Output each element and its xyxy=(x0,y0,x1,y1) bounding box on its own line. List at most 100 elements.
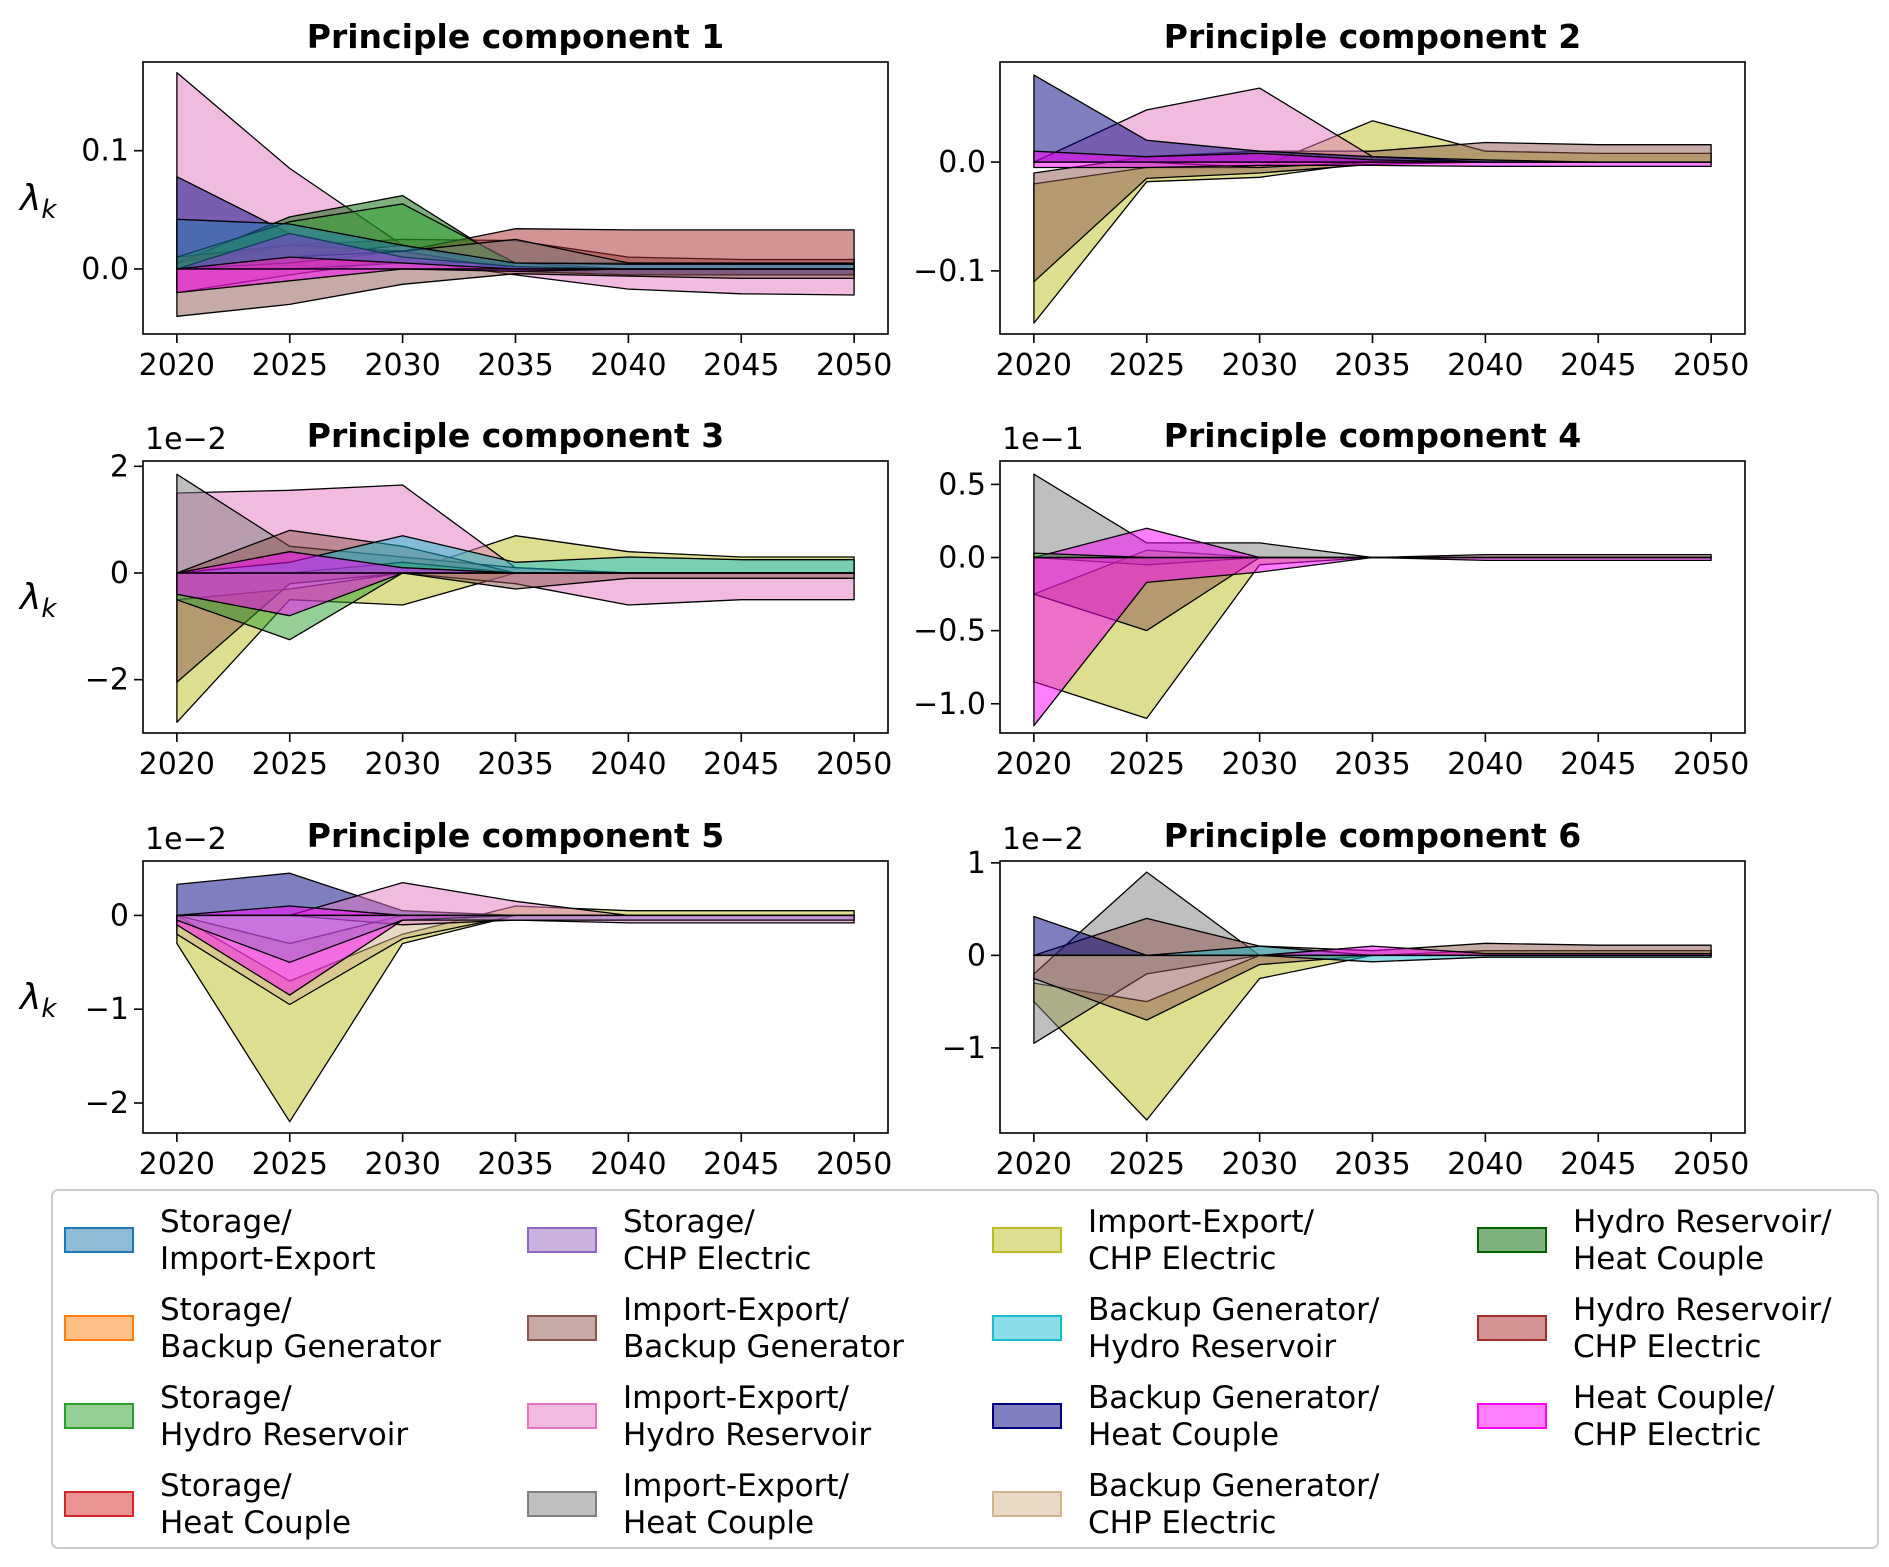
legend-label-line2: Heat Couple xyxy=(160,1505,351,1541)
x-tick-label: 2020 xyxy=(139,1147,215,1182)
x-tick-label: 2050 xyxy=(816,747,892,782)
legend-label-line2: Import-Export xyxy=(160,1241,376,1277)
panel-3: Principle component 3 1e−2 λk 2020 2025 2030 2… xyxy=(18,416,892,782)
x-tick-label: 2035 xyxy=(477,348,553,383)
legend-swatch xyxy=(992,1403,1062,1429)
legend-label-line1: Heat Couple/ xyxy=(1573,1380,1775,1416)
x-tick-label: 2040 xyxy=(1447,747,1523,782)
legend-label-line1: Storage/ xyxy=(160,1292,292,1328)
x-tick-label: 2045 xyxy=(1560,1147,1636,1182)
x-tick-label: 2025 xyxy=(1109,1147,1185,1182)
panel-title: Principle component 3 xyxy=(307,416,724,455)
legend-swatch xyxy=(64,1227,134,1253)
y-tick-label: 2 xyxy=(110,449,129,484)
legend-item: Storage/CHP Electric xyxy=(527,1204,811,1277)
legend-item: Import-Export/Hydro Reservoir xyxy=(527,1380,871,1453)
x-tick-label: 2025 xyxy=(252,1147,328,1182)
legend-swatch xyxy=(64,1315,134,1341)
x-tick-label: 2030 xyxy=(364,348,440,383)
legend-swatch xyxy=(1477,1403,1547,1429)
x-tick-label: 2035 xyxy=(477,747,553,782)
y-tick-label: −2 xyxy=(85,663,129,698)
panels-group: Principle component 1 λk 2020 2025 2030 2035 2… xyxy=(18,17,1749,1182)
x-tick-label: 2035 xyxy=(1334,1147,1410,1182)
axis-exponent-label: 1e−1 xyxy=(1002,422,1084,457)
legend-label-line2: CHP Electric xyxy=(1573,1417,1761,1453)
legend-label-line1: Hydro Reservoir/ xyxy=(1573,1204,1832,1240)
legend-label-line1: Backup Generator/ xyxy=(1088,1292,1380,1328)
x-tick-label: 2020 xyxy=(996,1147,1072,1182)
x-tick-label: 2045 xyxy=(1560,747,1636,782)
y-axis-label: λk xyxy=(18,178,57,225)
x-tick-label: 2020 xyxy=(996,747,1072,782)
legend-swatch xyxy=(992,1491,1062,1517)
x-tick-label: 2020 xyxy=(139,348,215,383)
legend-swatch xyxy=(527,1403,597,1429)
y-tick-label: −0.5 xyxy=(913,614,986,649)
legend-label-line1: Import-Export/ xyxy=(623,1292,850,1328)
legend-label-line2: CHP Electric xyxy=(1088,1241,1276,1277)
x-tick-label: 2050 xyxy=(816,348,892,383)
panel-title: Principle component 1 xyxy=(307,17,724,56)
x-tick-label: 2040 xyxy=(590,348,666,383)
panel-2: Principle component 2 2020 2025 2030 2035 204… xyxy=(913,17,1749,383)
legend-label-line2: Hydro Reservoir xyxy=(1088,1329,1336,1365)
x-tick-label: 2040 xyxy=(1447,348,1523,383)
x-tick-label: 2050 xyxy=(1673,747,1749,782)
y-axis-label: λk xyxy=(18,977,57,1024)
legend-label-line1: Hydro Reservoir/ xyxy=(1573,1292,1832,1328)
legend-item: Storage/Import-Export xyxy=(64,1204,376,1277)
legend-label-line2: Backup Generator xyxy=(623,1329,904,1365)
x-tick-label: 2020 xyxy=(996,348,1072,383)
panel-title: Principle component 6 xyxy=(1164,816,1581,855)
legend-label-line2: Heat Couple xyxy=(1573,1241,1764,1277)
panel-1: Principle component 1 λk 2020 2025 2030 2035 2… xyxy=(18,17,892,383)
legend-item: Import-Export/Backup Generator xyxy=(527,1292,904,1365)
legend-label-line1: Storage/ xyxy=(623,1204,755,1240)
legend-label-line1: Backup Generator/ xyxy=(1088,1380,1380,1416)
y-tick-label: −1 xyxy=(85,992,129,1027)
x-tick-label: 2025 xyxy=(252,348,328,383)
x-tick-label: 2040 xyxy=(590,1147,666,1182)
legend-label-line2: Backup Generator xyxy=(160,1329,441,1365)
x-tick-label: 2025 xyxy=(1109,747,1185,782)
axis-exponent-label: 1e−2 xyxy=(145,822,227,857)
legend-label-line1: Storage/ xyxy=(160,1468,292,1504)
x-tick-label: 2045 xyxy=(1560,348,1636,383)
axis-exponent-label: 1e−2 xyxy=(145,422,227,457)
legend-label-line2: Heat Couple xyxy=(1088,1417,1279,1453)
y-tick-label: −1 xyxy=(942,1031,986,1066)
legend-swatch xyxy=(1477,1315,1547,1341)
legend-swatch xyxy=(992,1227,1062,1253)
y-tick-label: 0.5 xyxy=(938,467,986,502)
area-backup-generator-hydro-reservoir xyxy=(1033,945,1712,963)
legend-item: Heat Couple/CHP Electric xyxy=(1477,1380,1775,1453)
x-tick-label: 2040 xyxy=(1447,1147,1523,1182)
legend-item: Backup Generator/Heat Couple xyxy=(992,1380,1380,1453)
legend-item: Storage/Heat Couple xyxy=(64,1468,351,1541)
y-tick-label: 0.1 xyxy=(81,134,129,169)
x-tick-label: 2030 xyxy=(364,747,440,782)
legend-item: Storage/Backup Generator xyxy=(64,1292,441,1365)
x-tick-label: 2030 xyxy=(364,1147,440,1182)
y-tick-label: −2 xyxy=(85,1086,129,1121)
area-series-group xyxy=(1033,473,1712,727)
legend-label-line2: CHP Electric xyxy=(1088,1505,1276,1541)
x-tick-label: 2040 xyxy=(590,747,666,782)
y-tick-label: 0.0 xyxy=(81,252,129,287)
x-tick-label: 2030 xyxy=(1221,348,1297,383)
x-tick-label: 2035 xyxy=(1334,348,1410,383)
x-tick-label: 2035 xyxy=(1334,747,1410,782)
legend-label-line1: Import-Export/ xyxy=(623,1468,850,1504)
legend-item: Backup Generator/CHP Electric xyxy=(992,1468,1380,1541)
legend-item: Import-Export/CHP Electric xyxy=(992,1204,1315,1277)
panel-5: Principle component 5 1e−2 λk 2020 2025 2030 2… xyxy=(18,816,892,1182)
axis-exponent-label: 1e−2 xyxy=(1002,822,1084,857)
area-heat-couple-chp-electric xyxy=(1033,150,1712,169)
y-tick-label: 0 xyxy=(110,898,129,933)
area-series-group xyxy=(176,473,855,723)
legend-label-line2: Hydro Reservoir xyxy=(160,1417,408,1453)
legend-label-line1: Storage/ xyxy=(160,1204,292,1240)
y-tick-label: −1.0 xyxy=(913,687,986,722)
